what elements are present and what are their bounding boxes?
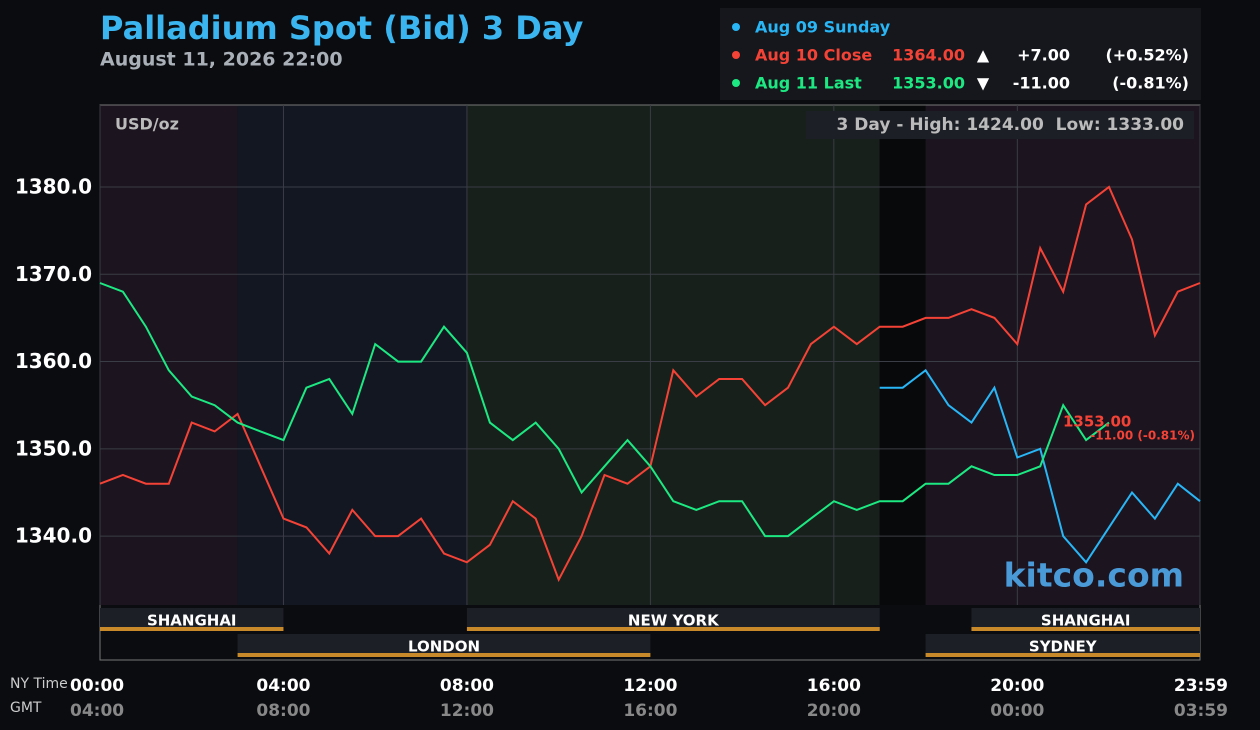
x-tick-label: 04:00 [256, 676, 310, 696]
series-line [99, 282, 1110, 538]
y-tick-label: 1380.0 [15, 175, 92, 199]
legend-label: Aug 11 Last [755, 74, 862, 93]
last-price: 1353.00 [1063, 413, 1131, 431]
session-label: SHANGHAI [147, 612, 237, 630]
x2-tick-label: 08:00 [256, 701, 310, 721]
x2-tick-label: 16:00 [623, 701, 677, 721]
legend-detail: -11.00 [1013, 74, 1070, 93]
session-bar [925, 634, 1200, 656]
y-tick-label: 1350.0 [15, 436, 92, 460]
zone-bg [466, 105, 880, 605]
legend-detail: (-0.81%) [1112, 74, 1189, 93]
x-tick-label: 12:00 [623, 676, 677, 696]
series-line [879, 368, 1201, 564]
watermark: kitco.com [1004, 556, 1184, 595]
legend-marker [732, 79, 740, 87]
legend-label: Aug 09 Sunday [755, 18, 891, 37]
legend-detail: 1364.00 [892, 46, 965, 65]
range-note: 3 Day - High: 1424.00 Low: 1333.00 [837, 115, 1185, 135]
x2-axis-label: GMT [10, 700, 42, 716]
zone-bg [925, 105, 1200, 605]
session-bar [466, 608, 880, 630]
last-change: -11.00 (-0.81%) [1090, 429, 1195, 443]
x2-tick-label: 12:00 [440, 701, 494, 721]
x-tick-label: 00:00 [70, 676, 124, 696]
x2-tick-label: 00:00 [990, 701, 1044, 721]
x2-tick-label: 03:59 [1174, 701, 1228, 721]
session-bar [100, 608, 284, 630]
x2-tick-label: 04:00 [70, 701, 124, 721]
x-axis-label: NY Time [10, 676, 68, 692]
x2-tick-label: 20:00 [807, 701, 861, 721]
zone-bg [879, 105, 926, 605]
chart-title: Palladium Spot (Bid) 3 Day [100, 9, 583, 47]
y-tick-label: 1370.0 [15, 262, 92, 286]
unit-label: USD/oz [115, 115, 179, 134]
legend-box [720, 8, 1201, 100]
legend-label: Aug 10 Close [755, 46, 872, 65]
x-tick-label: 16:00 [807, 676, 861, 696]
session-bar [971, 608, 1200, 630]
session-label: SYDNEY [1029, 638, 1098, 656]
session-bar [237, 634, 651, 656]
session-label: NEW YORK [628, 612, 720, 630]
legend-marker [732, 51, 740, 59]
range-note-bg [806, 111, 1194, 139]
chart-subtitle: August 11, 2026 22:00 [100, 49, 343, 71]
y-tick-label: 1340.0 [15, 524, 92, 548]
legend-detail: ▲ [977, 46, 990, 65]
legend-detail: ▼ [977, 74, 990, 93]
legend-marker [732, 23, 740, 31]
session-label: LONDON [408, 638, 480, 656]
y-tick-label: 1360.0 [15, 349, 92, 373]
x-tick-label: 08:00 [440, 676, 494, 696]
x-tick-label: 23:59 [1174, 676, 1228, 696]
legend-detail: 1353.00 [892, 74, 965, 93]
x-tick-label: 20:00 [990, 676, 1044, 696]
legend-detail: (+0.52%) [1105, 46, 1189, 65]
legend-detail: +7.00 [1017, 46, 1070, 65]
zone-bg [237, 105, 467, 605]
session-label: SHANGHAI [1041, 612, 1131, 630]
zone-bg [100, 105, 238, 605]
